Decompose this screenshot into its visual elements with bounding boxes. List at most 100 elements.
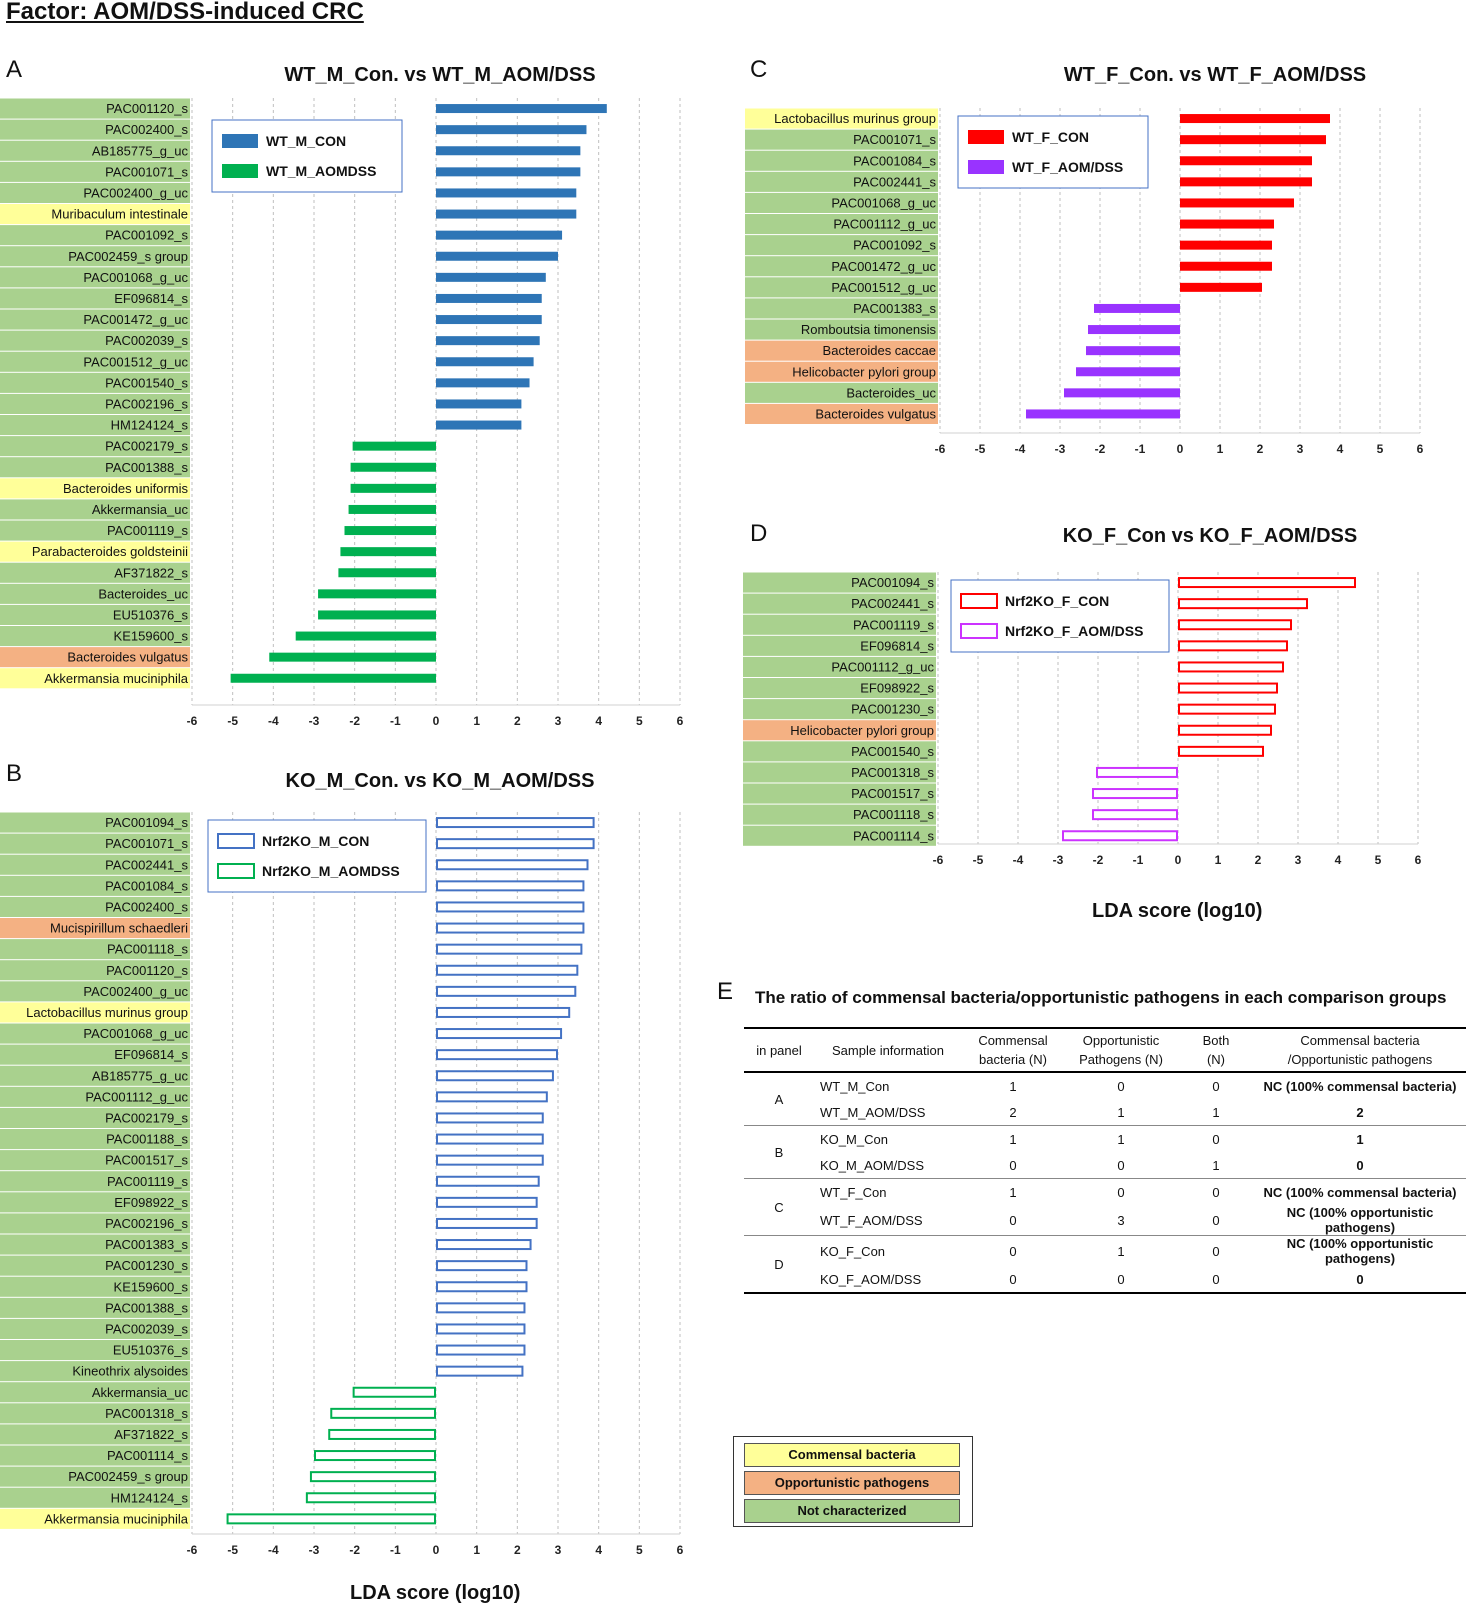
label-cell-not-characterized: [0, 604, 190, 625]
label-cell-not-characterized: [0, 854, 190, 875]
x-tick-label: -5: [227, 1543, 238, 1557]
label-cell-not-characterized: [0, 288, 190, 309]
ratio-cell: NC (100% opportunistic pathogens): [1286, 1205, 1434, 1235]
lda-bar: [1180, 219, 1274, 229]
legend-label: Nrf2KO_M_CON: [262, 833, 369, 849]
label-cell-not-characterized: [0, 267, 190, 288]
legend-swatch: [217, 863, 255, 879]
lda-bar: [436, 943, 583, 955]
label-cell-not-characterized: [0, 1129, 190, 1150]
label-cell-not-characterized: [0, 351, 190, 372]
label-cell-not-characterized: [745, 256, 938, 277]
both-cell: 0: [1212, 1078, 1220, 1094]
ratio-table: in panel Sample information Commensal bac…: [744, 1027, 1466, 1294]
bar-label: PAC001230_s: [105, 1258, 188, 1273]
legend-frame: [950, 579, 1170, 653]
lda-bar: [436, 104, 607, 114]
bar-label: PAC002196_s: [105, 396, 188, 411]
lda-bar: [1178, 598, 1308, 610]
x-tick-label: 0: [433, 714, 440, 728]
bar-label: Muribaculum intestinale: [51, 207, 188, 222]
lda-bar: [436, 125, 587, 135]
bar-label: EF096814_s: [860, 638, 934, 653]
label-cell-not-characterized: [0, 372, 190, 393]
lda-bar: [436, 1302, 526, 1314]
ratio-table-wrap: in panel Sample information Commensal bac…: [744, 1027, 1466, 1294]
commensal-cell: 0: [1009, 1157, 1017, 1173]
bar-label: PAC002039_s: [105, 333, 188, 348]
label-cell-commensal: [0, 1002, 190, 1023]
series-legend: Nrf2KO_F_CON Nrf2KO_F_AOM/DSS: [950, 579, 1170, 653]
sample-cell: WT_M_AOM/DSS: [820, 1104, 926, 1120]
label-cell-not-characterized: [0, 981, 190, 1002]
lda-bar: [436, 357, 534, 367]
x-tick-label: 6: [1417, 442, 1424, 456]
bar-label: PAC002400_g_uc: [83, 984, 188, 999]
bar-label: PAC001071_s: [105, 164, 188, 179]
bar-label: Bacteroides vulgatus: [815, 406, 936, 421]
x-tick-label: 4: [1335, 853, 1342, 867]
label-cell-not-characterized: [743, 699, 936, 720]
bar-label: Romboutsia timonensis: [801, 322, 937, 337]
lda-bar: [350, 483, 436, 493]
bar-label: Helicobacter pylori group: [790, 723, 934, 738]
label-cell-opportunistic: [745, 340, 938, 361]
lda-bar: [436, 209, 577, 219]
bar-label: Lactobacillus murinus group: [26, 1005, 188, 1020]
lda-bar: [436, 230, 563, 240]
bar-label: Akkermansia_uc: [92, 502, 189, 517]
both-cell: 1: [1212, 1157, 1220, 1173]
bar-label: PAC002441_s: [853, 174, 936, 189]
lda-bar: [1178, 703, 1276, 715]
bar-label: PAC001068_g_uc: [83, 270, 188, 285]
lda-bar: [1178, 640, 1288, 652]
lda-bar: [309, 1471, 436, 1483]
bar-label: AF371822_s: [114, 565, 188, 580]
bar-label: Bacteroides_uc: [98, 586, 188, 601]
both-cell: 0: [1212, 1131, 1220, 1147]
lda-bar: [436, 1281, 528, 1293]
x-tick-label: -3: [309, 1543, 320, 1557]
col-header-sample: Sample information: [832, 1042, 944, 1058]
lda-chart-c: -6 -5 -4 -3 -2 -1 0 1 2 3 4 5 6 Lactobacillus murinus…: [745, 108, 1424, 456]
legend-frame: [957, 115, 1149, 189]
x-tick-label: 5: [1377, 442, 1384, 456]
label-cell-not-characterized: [0, 1382, 190, 1403]
figure-title: Factor: AOM/DSS-induced CRC: [6, 0, 364, 25]
legend-swatch: [222, 164, 258, 178]
lda-bar: [344, 526, 436, 536]
x-tick-label: 5: [636, 1543, 643, 1557]
x-tick-label: -6: [187, 714, 198, 728]
label-cell-not-characterized: [0, 1340, 190, 1361]
lda-bar: [348, 504, 436, 514]
legend-opportunistic: Opportunistic pathogens: [744, 1471, 960, 1495]
label-cell-not-characterized: [0, 939, 190, 960]
bar-label: EF098922_s: [114, 1195, 188, 1210]
both-cell: 0: [1212, 1243, 1220, 1259]
bar-label: AF371822_s: [114, 1427, 188, 1442]
x-tick-label: -3: [309, 714, 320, 728]
label-cell-not-characterized: [0, 1445, 190, 1466]
table-group-b: B KO_M_Con 1 1 0 1 KO_M_AOM/DSS 0 0 1 0: [744, 1126, 1466, 1179]
label-cell-not-characterized: [0, 1487, 190, 1508]
legend-frame: [207, 819, 427, 893]
lda-bar: [1180, 177, 1312, 187]
table-row: B KO_M_Con 1 1 0 1: [744, 1126, 1466, 1160]
x-tick-label: 4: [1337, 442, 1344, 456]
bar-label: PAC001540_s: [105, 375, 188, 390]
bar-label: PAC002039_s: [105, 1321, 188, 1336]
bar-label: Akkermansia muciniphila: [44, 1511, 189, 1526]
lda-bar: [436, 1006, 571, 1018]
label-cell-not-characterized: [743, 678, 936, 699]
x-tick-label: -6: [187, 1543, 198, 1557]
ratio-cell: 2: [1356, 1104, 1364, 1120]
label-cell-not-characterized: [0, 1297, 190, 1318]
ratio-cell: NC (100% commensal bacteria): [1263, 1184, 1457, 1200]
lda-bar: [436, 817, 595, 829]
bar-label: Helicobacter pylori group: [792, 364, 936, 379]
label-cell-not-characterized: [0, 1234, 190, 1255]
label-cell-not-characterized: [0, 330, 190, 351]
lda-bar: [352, 1386, 436, 1398]
bar-label: PAC001472_g_uc: [831, 259, 936, 274]
lda-bar: [1178, 619, 1292, 631]
